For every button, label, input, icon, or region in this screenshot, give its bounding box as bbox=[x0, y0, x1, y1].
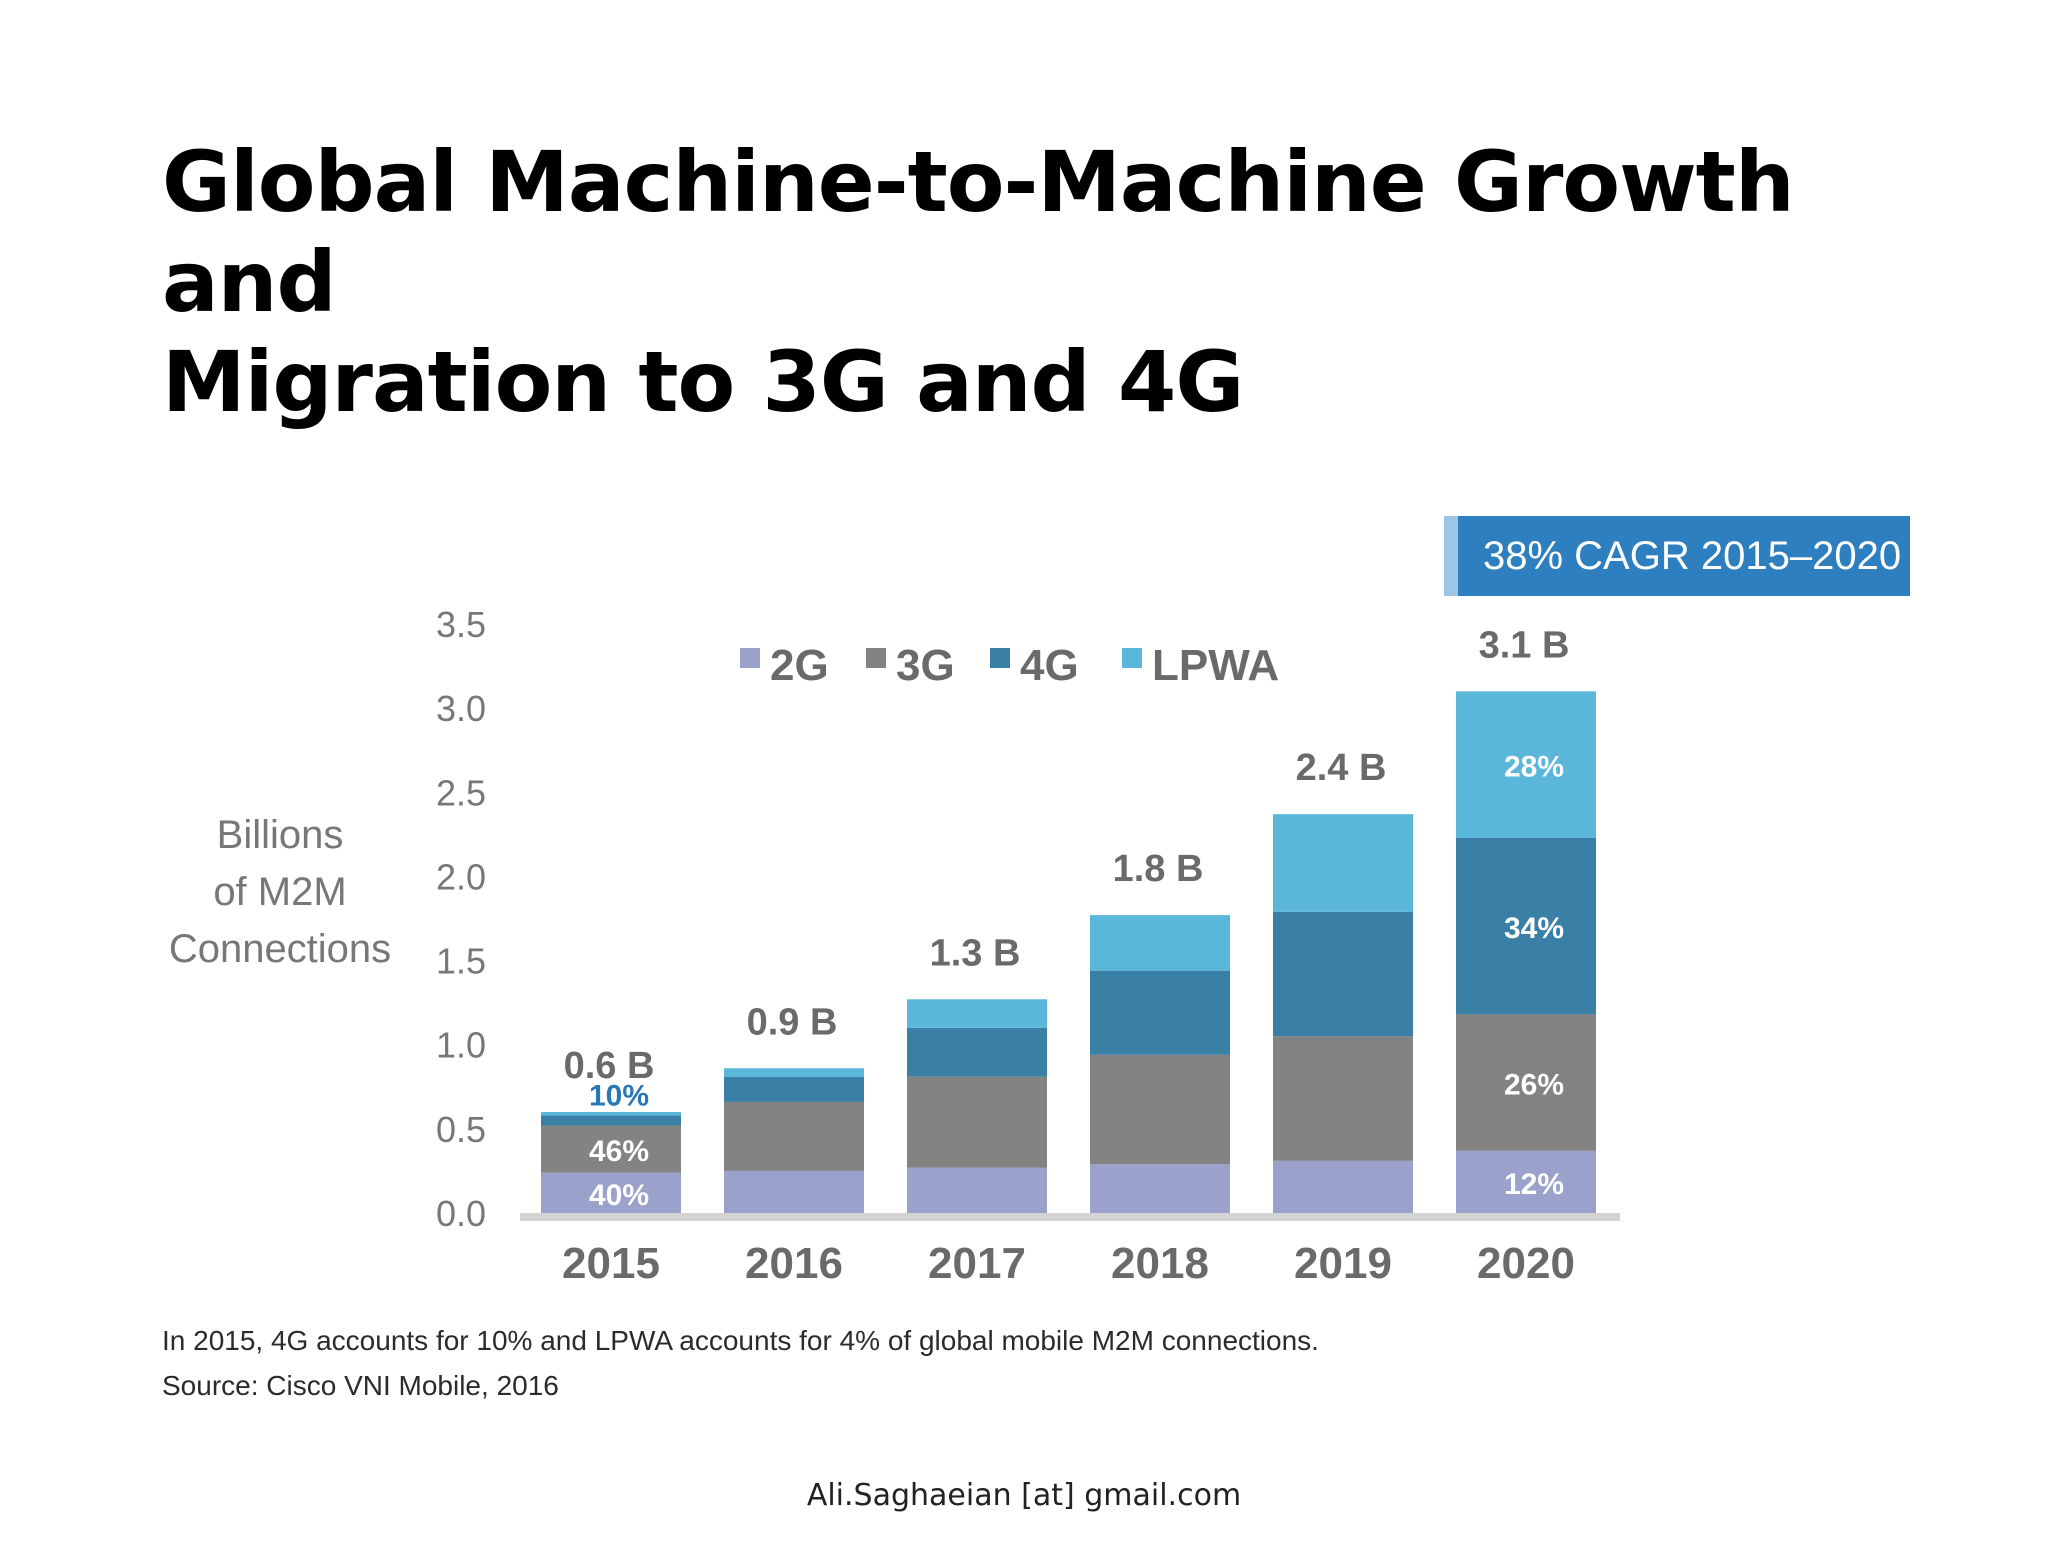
bar-segment-2g-2017 bbox=[907, 1167, 1047, 1213]
bar-total-label: 1.8 B bbox=[1113, 848, 1204, 890]
legend-label-4g: 4G bbox=[1020, 641, 1079, 690]
bar-segment-lpwa-2018 bbox=[1090, 915, 1230, 971]
x-tick-label: 2015 bbox=[562, 1239, 660, 1288]
bar-segment-lpwa-2015 bbox=[541, 1112, 681, 1116]
segment-percent-label: 26% bbox=[1504, 1069, 1564, 1102]
x-tick-label: 2020 bbox=[1477, 1239, 1575, 1288]
legend-label-lpwa: LPWA bbox=[1152, 641, 1279, 690]
slide-title-line-1: Global Machine-to-Machine Growth and bbox=[162, 133, 1795, 331]
y-tick-label: 1.5 bbox=[436, 941, 486, 982]
bar-segment-4g-2016 bbox=[724, 1076, 864, 1102]
y-tick-label: 2.0 bbox=[436, 856, 486, 897]
slide-title-line-2: Migration to 3G and 4G bbox=[162, 333, 1244, 431]
segment-percent-label: 46% bbox=[589, 1135, 649, 1168]
chart-source: Source: Cisco VNI Mobile, 2016 bbox=[162, 1370, 559, 1401]
bar-segment-2g-2016 bbox=[724, 1170, 864, 1213]
legend-swatch-2g bbox=[740, 648, 760, 668]
bar-segment-4g-2019 bbox=[1273, 911, 1413, 1037]
bar-segment-3g-2015 bbox=[541, 1125, 681, 1173]
x-tick-label: 2017 bbox=[928, 1239, 1026, 1288]
y-tick-label: 0.5 bbox=[436, 1109, 486, 1150]
bar-segment-2g-2018 bbox=[1090, 1164, 1230, 1213]
cagr-banner: 38% CAGR 2015–2020 bbox=[1444, 516, 1910, 596]
legend-label-2g: 2G bbox=[770, 641, 829, 690]
bar-segment-lpwa-2020 bbox=[1456, 691, 1596, 838]
slide-title: Global Machine-to-Machine Growth and Mig… bbox=[162, 132, 1962, 432]
x-tick-label: 2018 bbox=[1111, 1239, 1209, 1288]
segment-percent-label: 28% bbox=[1504, 751, 1564, 784]
bar-total-label: 0.9 B bbox=[747, 1001, 838, 1043]
bar-segment-4g-2018 bbox=[1090, 970, 1230, 1055]
bar-segment-4g-2020 bbox=[1456, 837, 1596, 1015]
bar-segment-2g-2020 bbox=[1456, 1150, 1596, 1213]
bar-segment-lpwa-2016 bbox=[724, 1068, 864, 1077]
x-tick-label: 2019 bbox=[1294, 1239, 1392, 1288]
segment-percent-label: 10% bbox=[589, 1079, 649, 1112]
bar-segment-lpwa-2019 bbox=[1273, 814, 1413, 912]
y-tick-label: 3.5 bbox=[436, 604, 486, 645]
bar-segment-lpwa-2017 bbox=[907, 999, 1047, 1028]
legend-swatch-lpwa bbox=[1122, 648, 1142, 668]
legend-label-3g: 3G bbox=[896, 641, 955, 690]
bar-segment-3g-2020 bbox=[1456, 1014, 1596, 1151]
bar-total-label: 1.3 B bbox=[930, 932, 1021, 974]
x-axis-baseline bbox=[520, 1213, 1620, 1221]
legend-swatch-4g bbox=[990, 648, 1010, 668]
y-tick-label: 1.0 bbox=[436, 1025, 486, 1066]
bar-segment-2g-2015 bbox=[541, 1172, 681, 1213]
segment-percent-label: 34% bbox=[1504, 912, 1564, 945]
bar-segment-2g-2019 bbox=[1273, 1160, 1413, 1213]
y-axis-label: of M2M bbox=[213, 870, 346, 914]
bar-segment-3g-2019 bbox=[1273, 1036, 1413, 1161]
bar-segment-3g-2017 bbox=[907, 1076, 1047, 1168]
slide-footer: Ali.Saghaeian [at] gmail.com bbox=[806, 1478, 1242, 1513]
bar-total-label: 2.4 B bbox=[1296, 747, 1387, 789]
bar-segment-3g-2016 bbox=[724, 1101, 864, 1171]
bar-total-label: 3.1 B bbox=[1479, 624, 1570, 666]
bar-total-label: 0.6 B bbox=[564, 1045, 655, 1087]
bar-segment-4g-2015 bbox=[541, 1115, 681, 1126]
y-tick-label: 2.5 bbox=[436, 772, 486, 813]
chart-note: In 2015, 4G accounts for 10% and LPWA ac… bbox=[162, 1325, 1319, 1356]
y-tick-label: 0.0 bbox=[436, 1193, 486, 1234]
legend-swatch-3g bbox=[866, 648, 886, 668]
y-axis-label: Billions bbox=[217, 813, 344, 857]
y-axis-label: Connections bbox=[169, 927, 391, 971]
bar-segment-4g-2017 bbox=[907, 1027, 1047, 1077]
y-tick-label: 3.0 bbox=[436, 688, 486, 729]
segment-percent-label: 40% bbox=[589, 1179, 649, 1212]
x-tick-label: 2016 bbox=[745, 1239, 843, 1288]
bar-segment-3g-2018 bbox=[1090, 1054, 1230, 1165]
segment-percent-label: 12% bbox=[1504, 1168, 1564, 1201]
